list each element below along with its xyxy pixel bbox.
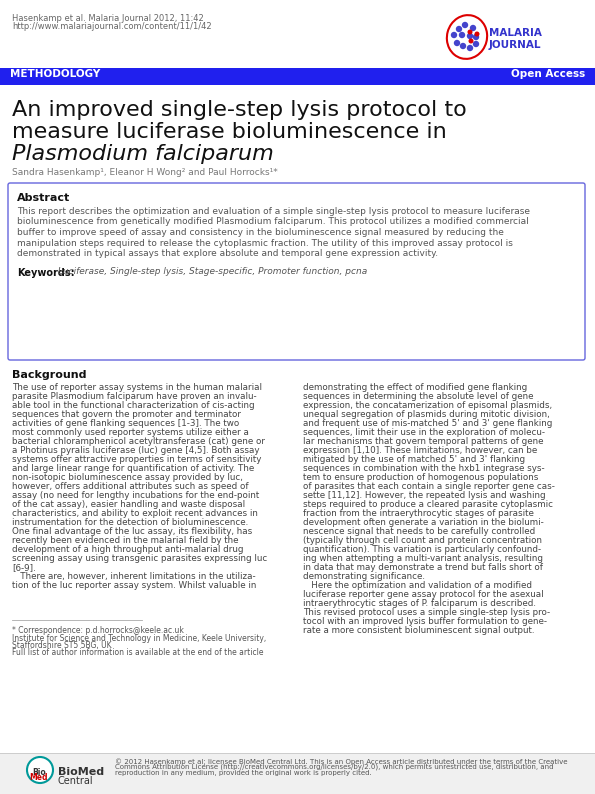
Text: and frequent use of mis-matched 5' and 3' gene flanking: and frequent use of mis-matched 5' and 3… bbox=[303, 419, 552, 428]
Text: Background: Background bbox=[12, 370, 86, 380]
Text: reproduction in any medium, provided the original work is properly cited.: reproduction in any medium, provided the… bbox=[115, 770, 372, 776]
Text: luciferase reporter gene assay protocol for the asexual: luciferase reporter gene assay protocol … bbox=[303, 590, 544, 599]
Text: [6-9].: [6-9]. bbox=[12, 563, 36, 572]
Circle shape bbox=[27, 757, 53, 783]
Text: expression [1,10]. These limitations, however, can be: expression [1,10]. These limitations, ho… bbox=[303, 446, 537, 455]
Text: most commonly used reporter systems utilize either a: most commonly used reporter systems util… bbox=[12, 428, 249, 437]
Text: parasite Plasmodium falciparum have proven an invalu-: parasite Plasmodium falciparum have prov… bbox=[12, 392, 256, 401]
Text: Abstract: Abstract bbox=[17, 193, 70, 203]
Circle shape bbox=[470, 25, 476, 31]
Circle shape bbox=[467, 33, 473, 39]
Text: Institute for Science and Technology in Medicine, Keele University,: Institute for Science and Technology in … bbox=[12, 634, 266, 643]
Text: Plasmodium falciparum: Plasmodium falciparum bbox=[12, 144, 274, 164]
Text: tocol with an improved lysis buffer formulation to gene-: tocol with an improved lysis buffer form… bbox=[303, 617, 547, 626]
Text: activities of gene flanking sequences [1-3]. The two: activities of gene flanking sequences [1… bbox=[12, 419, 239, 428]
Circle shape bbox=[467, 44, 473, 51]
Text: sette [11,12]. However, the repeated lysis and washing: sette [11,12]. However, the repeated lys… bbox=[303, 491, 546, 500]
Text: JOURNAL: JOURNAL bbox=[489, 40, 541, 50]
Text: of parasites that each contain a single reporter gene cas-: of parasites that each contain a single … bbox=[303, 482, 555, 491]
Text: a Photinus pyralis luciferase (luc) gene [4,5]. Both assay: a Photinus pyralis luciferase (luc) gene… bbox=[12, 446, 259, 455]
Text: instrumentation for the detection of bioluminescence.: instrumentation for the detection of bio… bbox=[12, 518, 248, 527]
Circle shape bbox=[462, 21, 468, 29]
Text: steps required to produce a cleared parasite cytoplasmic: steps required to produce a cleared para… bbox=[303, 500, 553, 509]
Text: http://www.malariajournal.com/content/11/1/42: http://www.malariajournal.com/content/11… bbox=[12, 22, 212, 31]
Text: non-isotopic bioluminescence assay provided by luc,: non-isotopic bioluminescence assay provi… bbox=[12, 473, 243, 482]
Text: buffer to improve speed of assay and consistency in the bioluminescence signal m: buffer to improve speed of assay and con… bbox=[17, 228, 504, 237]
Text: This report describes the optimization and evaluation of a simple single-step ly: This report describes the optimization a… bbox=[17, 207, 530, 216]
Text: sequences that govern the promoter and terminator: sequences that govern the promoter and t… bbox=[12, 410, 241, 419]
Text: rate a more consistent bioluminescent signal output.: rate a more consistent bioluminescent si… bbox=[303, 626, 534, 635]
Text: manipulation steps required to release the cytoplasmic fraction. The utility of : manipulation steps required to release t… bbox=[17, 238, 513, 248]
Text: Central: Central bbox=[58, 776, 93, 786]
Circle shape bbox=[474, 32, 480, 37]
Text: sequences in determining the absolute level of gene: sequences in determining the absolute le… bbox=[303, 392, 534, 401]
Text: expression, the concatamerization of episomal plasmids,: expression, the concatamerization of epi… bbox=[303, 401, 552, 410]
Text: bacterial chloramphenicol acetyltransferase (cat) gene or: bacterial chloramphenicol acetyltransfer… bbox=[12, 437, 265, 446]
Circle shape bbox=[468, 29, 472, 34]
Text: mitigated by the use of matched 5' and 3' flanking: mitigated by the use of matched 5' and 3… bbox=[303, 455, 525, 464]
Text: screening assay using transgenic parasites expressing luc: screening assay using transgenic parasit… bbox=[12, 554, 267, 563]
Text: quantification). This variation is particularly confound-: quantification). This variation is parti… bbox=[303, 545, 541, 554]
Text: demonstrated in typical assays that explore absolute and temporal gene expressio: demonstrated in typical assays that expl… bbox=[17, 249, 438, 258]
Text: Keywords:: Keywords: bbox=[17, 268, 74, 277]
Text: The use of reporter assay systems in the human malarial: The use of reporter assay systems in the… bbox=[12, 383, 262, 392]
Text: bioluminescence from genetically modified Plasmodium falciparum. This protocol u: bioluminescence from genetically modifie… bbox=[17, 218, 529, 226]
Circle shape bbox=[451, 32, 457, 38]
FancyBboxPatch shape bbox=[8, 183, 585, 360]
Text: Full list of author information is available at the end of the article: Full list of author information is avail… bbox=[12, 648, 264, 657]
Circle shape bbox=[454, 40, 460, 46]
Text: One final advantage of the luc assay, its flexibility, has: One final advantage of the luc assay, it… bbox=[12, 527, 252, 536]
Text: tem to ensure production of homogenous populations: tem to ensure production of homogenous p… bbox=[303, 473, 538, 482]
Text: recently been evidenced in the malarial field by the: recently been evidenced in the malarial … bbox=[12, 536, 239, 545]
Text: Staffordshire ST5 5BG, UK: Staffordshire ST5 5BG, UK bbox=[12, 641, 112, 650]
Text: © 2012 Hasenkamp et al; licensee BioMed Central Ltd. This is an Open Access arti: © 2012 Hasenkamp et al; licensee BioMed … bbox=[115, 758, 568, 765]
Circle shape bbox=[468, 38, 474, 44]
Text: MALARIA: MALARIA bbox=[489, 28, 542, 38]
Text: Sandra Hasenkamp¹, Eleanor H Wong² and Paul Horrocks¹*: Sandra Hasenkamp¹, Eleanor H Wong² and P… bbox=[12, 168, 278, 177]
Text: tion of the luc reporter assay system. Whilst valuable in: tion of the luc reporter assay system. W… bbox=[12, 581, 256, 590]
Text: however, offers additional attributes such as speed of: however, offers additional attributes su… bbox=[12, 482, 249, 491]
Text: fraction from the intraerythrocytic stages of parasite: fraction from the intraerythrocytic stag… bbox=[303, 509, 534, 518]
Text: and large linear range for quantification of activity. The: and large linear range for quantificatio… bbox=[12, 464, 254, 473]
Text: measure luciferase bioluminescence in: measure luciferase bioluminescence in bbox=[12, 122, 447, 142]
Text: characteristics, and ability to exploit recent advances in: characteristics, and ability to exploit … bbox=[12, 509, 258, 518]
Text: demonstrating significance.: demonstrating significance. bbox=[303, 572, 425, 581]
Text: sequences, limit their use in the exploration of molecu-: sequences, limit their use in the explor… bbox=[303, 428, 545, 437]
Text: Hasenkamp et al. Malaria Journal 2012, 11:42: Hasenkamp et al. Malaria Journal 2012, 1… bbox=[12, 14, 203, 23]
Text: lar mechanisms that govern temporal patterns of gene: lar mechanisms that govern temporal patt… bbox=[303, 437, 543, 446]
Circle shape bbox=[459, 32, 465, 38]
Text: able tool in the functional characterization of cis-acting: able tool in the functional characteriza… bbox=[12, 401, 255, 410]
Text: Commons Attribution License (http://creativecommons.org/licenses/by/2.0), which : Commons Attribution License (http://crea… bbox=[115, 764, 553, 770]
Bar bbox=[0, 68, 595, 85]
Text: sequences in combination with the hxb1 integrase sys-: sequences in combination with the hxb1 i… bbox=[303, 464, 544, 473]
Text: An improved single-step lysis protocol to: An improved single-step lysis protocol t… bbox=[12, 100, 466, 120]
Text: in data that may demonstrate a trend but falls short of: in data that may demonstrate a trend but… bbox=[303, 563, 543, 572]
Text: development of a high throughput anti-malarial drug: development of a high throughput anti-ma… bbox=[12, 545, 243, 554]
Circle shape bbox=[456, 25, 462, 33]
Text: Open Access: Open Access bbox=[511, 69, 585, 79]
Text: * Correspondence: p.d.horrocks@keele.ac.uk: * Correspondence: p.d.horrocks@keele.ac.… bbox=[12, 626, 184, 635]
Text: Med: Med bbox=[30, 773, 48, 782]
Bar bbox=[0, 753, 595, 794]
Text: assay (no need for lengthy incubations for the end-point: assay (no need for lengthy incubations f… bbox=[12, 491, 259, 500]
Text: unequal segregation of plasmids during mitotic division,: unequal segregation of plasmids during m… bbox=[303, 410, 550, 419]
Text: There are, however, inherent limitations in the utiliza-: There are, however, inherent limitations… bbox=[12, 572, 256, 581]
Text: ing when attempting a multi-variant analysis, resulting: ing when attempting a multi-variant anal… bbox=[303, 554, 543, 563]
Text: This revised protocol uses a simple single-step lysis pro-: This revised protocol uses a simple sing… bbox=[303, 608, 550, 617]
Text: Here the optimization and validation of a modified: Here the optimization and validation of … bbox=[303, 581, 532, 590]
Text: development often generate a variation in the biolumi-: development often generate a variation i… bbox=[303, 518, 544, 527]
Text: Luciferase, Single-step lysis, Stage-specific, Promoter function, pcna: Luciferase, Single-step lysis, Stage-spe… bbox=[55, 268, 367, 276]
Circle shape bbox=[473, 40, 479, 47]
Text: intraerythrocytic stages of P. falciparum is described.: intraerythrocytic stages of P. falciparu… bbox=[303, 599, 536, 608]
Circle shape bbox=[473, 34, 479, 40]
Text: of the cat assay), easier handling and waste disposal: of the cat assay), easier handling and w… bbox=[12, 500, 245, 509]
Text: nescence signal that needs to be carefully controlled: nescence signal that needs to be careful… bbox=[303, 527, 536, 536]
Text: systems offer attractive properties in terms of sensitivity: systems offer attractive properties in t… bbox=[12, 455, 261, 464]
Text: Bio: Bio bbox=[32, 768, 46, 777]
Text: (typically through cell count and protein concentration: (typically through cell count and protei… bbox=[303, 536, 542, 545]
Text: demonstrating the effect of modified gene flanking: demonstrating the effect of modified gen… bbox=[303, 383, 527, 392]
Text: BioMed: BioMed bbox=[58, 767, 104, 777]
Circle shape bbox=[460, 43, 466, 49]
Text: METHODOLOGY: METHODOLOGY bbox=[10, 69, 100, 79]
